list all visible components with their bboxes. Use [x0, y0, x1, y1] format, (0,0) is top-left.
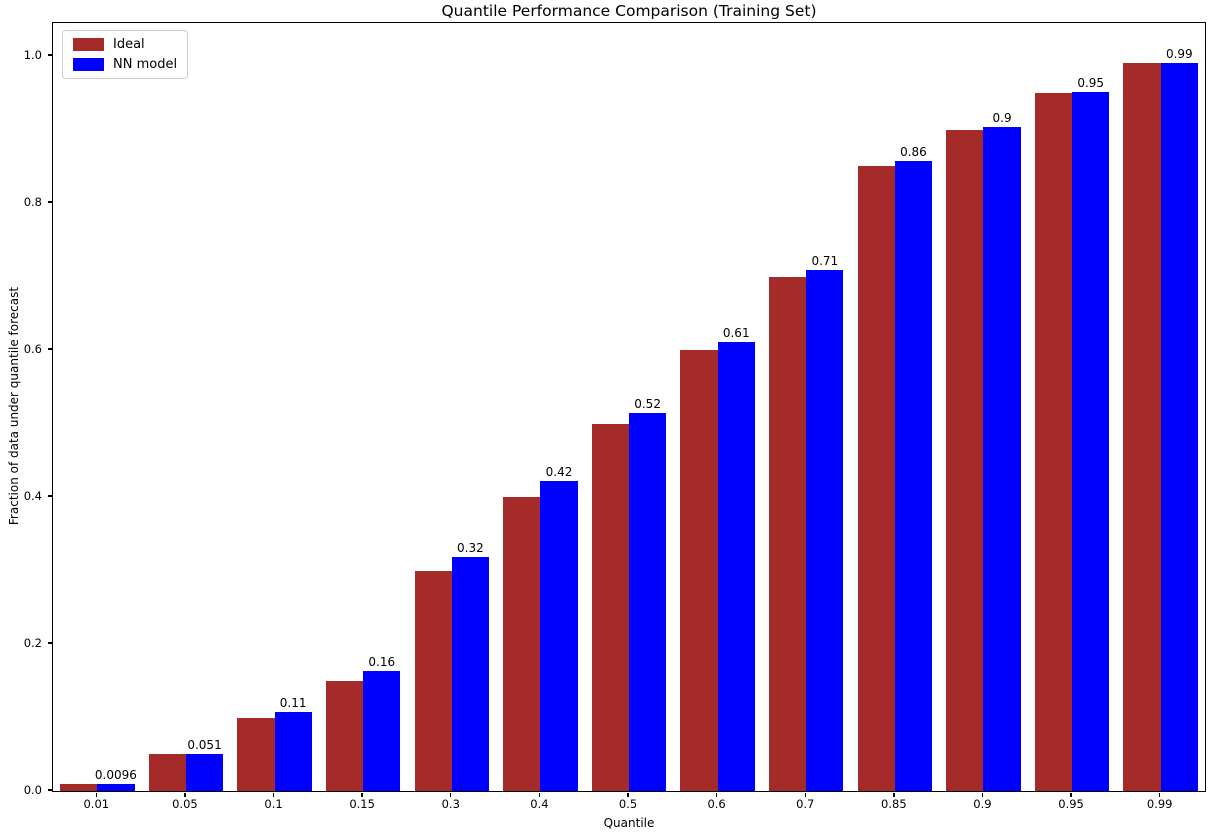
legend-label: Ideal [113, 37, 145, 52]
x-tick-label: 0.01 [83, 797, 110, 811]
x-tick-mark [1070, 793, 1072, 797]
ideal-bar [325, 680, 364, 791]
legend-label: NN model [113, 57, 178, 72]
y-tick-mark [48, 201, 52, 203]
y-tick-mark [48, 348, 52, 350]
nn-model-bar [451, 557, 489, 791]
ideal-bar [769, 276, 807, 791]
x-tick-mark [715, 793, 718, 797]
bar-value-label: 0.86 [900, 145, 927, 160]
ideal-bar [1123, 63, 1161, 791]
y-tick-mark [48, 54, 52, 56]
x-tick-label: 0.6 [707, 797, 726, 811]
legend-swatch [73, 58, 104, 71]
x-tick-label: 0.1 [264, 797, 283, 811]
y-tick-mark [48, 495, 52, 497]
x-tick-label: 0.9 [973, 797, 992, 811]
bar-value-label: 0.16 [368, 655, 396, 670]
y-tick-label: 0.4 [23, 488, 42, 503]
x-tick-label: 0.15 [349, 797, 375, 811]
ideal-bar [60, 783, 98, 791]
nn-model-bar [1160, 63, 1198, 791]
x-tick-label: 0.3 [441, 797, 460, 811]
x-tick-label: 0.4 [530, 797, 549, 811]
legend-entry: NN model [73, 58, 177, 71]
bar-value-label: 0.051 [187, 737, 222, 752]
x-tick-mark [804, 793, 806, 797]
bar-value-label: 0.11 [279, 696, 307, 711]
x-tick-mark [1158, 793, 1161, 797]
y-tick-label: 0.2 [23, 635, 42, 650]
ideal-bar [946, 129, 984, 791]
x-axis-label: Quantile [603, 816, 655, 830]
nn-model-bar [540, 480, 578, 791]
bar-value-label: 0.0096 [94, 767, 137, 782]
ideal-bar [414, 570, 452, 791]
x-tick-mark [361, 793, 363, 797]
bar-value-label: 0.95 [1077, 76, 1105, 91]
x-tick-mark [95, 793, 97, 797]
y-axis-label: Fraction of data under quantile forecast [7, 286, 21, 526]
bar-value-label: 0.9 [992, 111, 1012, 126]
legend-swatch [73, 38, 104, 51]
nn-model-bar [806, 269, 844, 791]
nn-model-bar [629, 412, 667, 791]
x-tick-label: 0.7 [796, 797, 815, 811]
plot-area: Ideal NN model 0.0096 0.051 0.11 0.16 0.32 0.4… [52, 22, 1206, 792]
x-tick-label: 0.85 [881, 797, 907, 811]
x-tick-mark [272, 793, 275, 797]
y-tick-label: 0.6 [23, 341, 42, 356]
legend: Ideal NN model [62, 30, 189, 79]
nn-model-bar [717, 341, 755, 791]
bar-value-label: 0.42 [545, 464, 573, 479]
nn-model-bar [894, 161, 933, 791]
bar-value-label: 0.61 [722, 325, 750, 340]
y-tick-label: 0.8 [23, 194, 42, 209]
x-tick-mark [450, 793, 452, 797]
bar-value-label: 0.32 [457, 541, 484, 556]
x-tick-label: 0.5 [618, 797, 638, 811]
ideal-bar [857, 166, 895, 791]
bar-value-label: 0.52 [634, 396, 661, 411]
x-tick-mark [893, 793, 895, 797]
x-tick-mark [538, 793, 541, 797]
ideal-bar [503, 497, 541, 791]
x-tick-label: 0.99 [1146, 797, 1173, 811]
x-tick-mark [981, 793, 984, 797]
nn-model-bar [274, 712, 312, 791]
ideal-bar [237, 717, 275, 791]
x-tick-label: 0.95 [1058, 797, 1084, 811]
x-tick-label: 0.05 [172, 797, 198, 811]
ideal-bar [680, 350, 718, 791]
nn-model-bar [363, 671, 401, 791]
ideal-bar [148, 754, 186, 791]
y-tick-mark [48, 642, 52, 644]
y-tick-label: 1.0 [23, 47, 42, 62]
chart-title: Quantile Performance Comparison (Trainin… [441, 2, 817, 20]
bar-value-label: 0.71 [811, 253, 839, 268]
x-tick-mark [184, 793, 186, 797]
nn-model-bar [185, 753, 224, 791]
nn-model-bar [97, 783, 135, 791]
ideal-bar [1034, 92, 1073, 791]
nn-model-bar [983, 127, 1021, 791]
legend-entry: Ideal [73, 38, 177, 51]
ideal-bar [591, 423, 629, 791]
y-tick-mark [48, 789, 52, 791]
bar-value-label: 0.99 [1165, 47, 1193, 62]
y-tick-label: 0.0 [23, 782, 42, 797]
nn-model-bar [1072, 92, 1110, 791]
x-tick-mark [627, 793, 629, 797]
